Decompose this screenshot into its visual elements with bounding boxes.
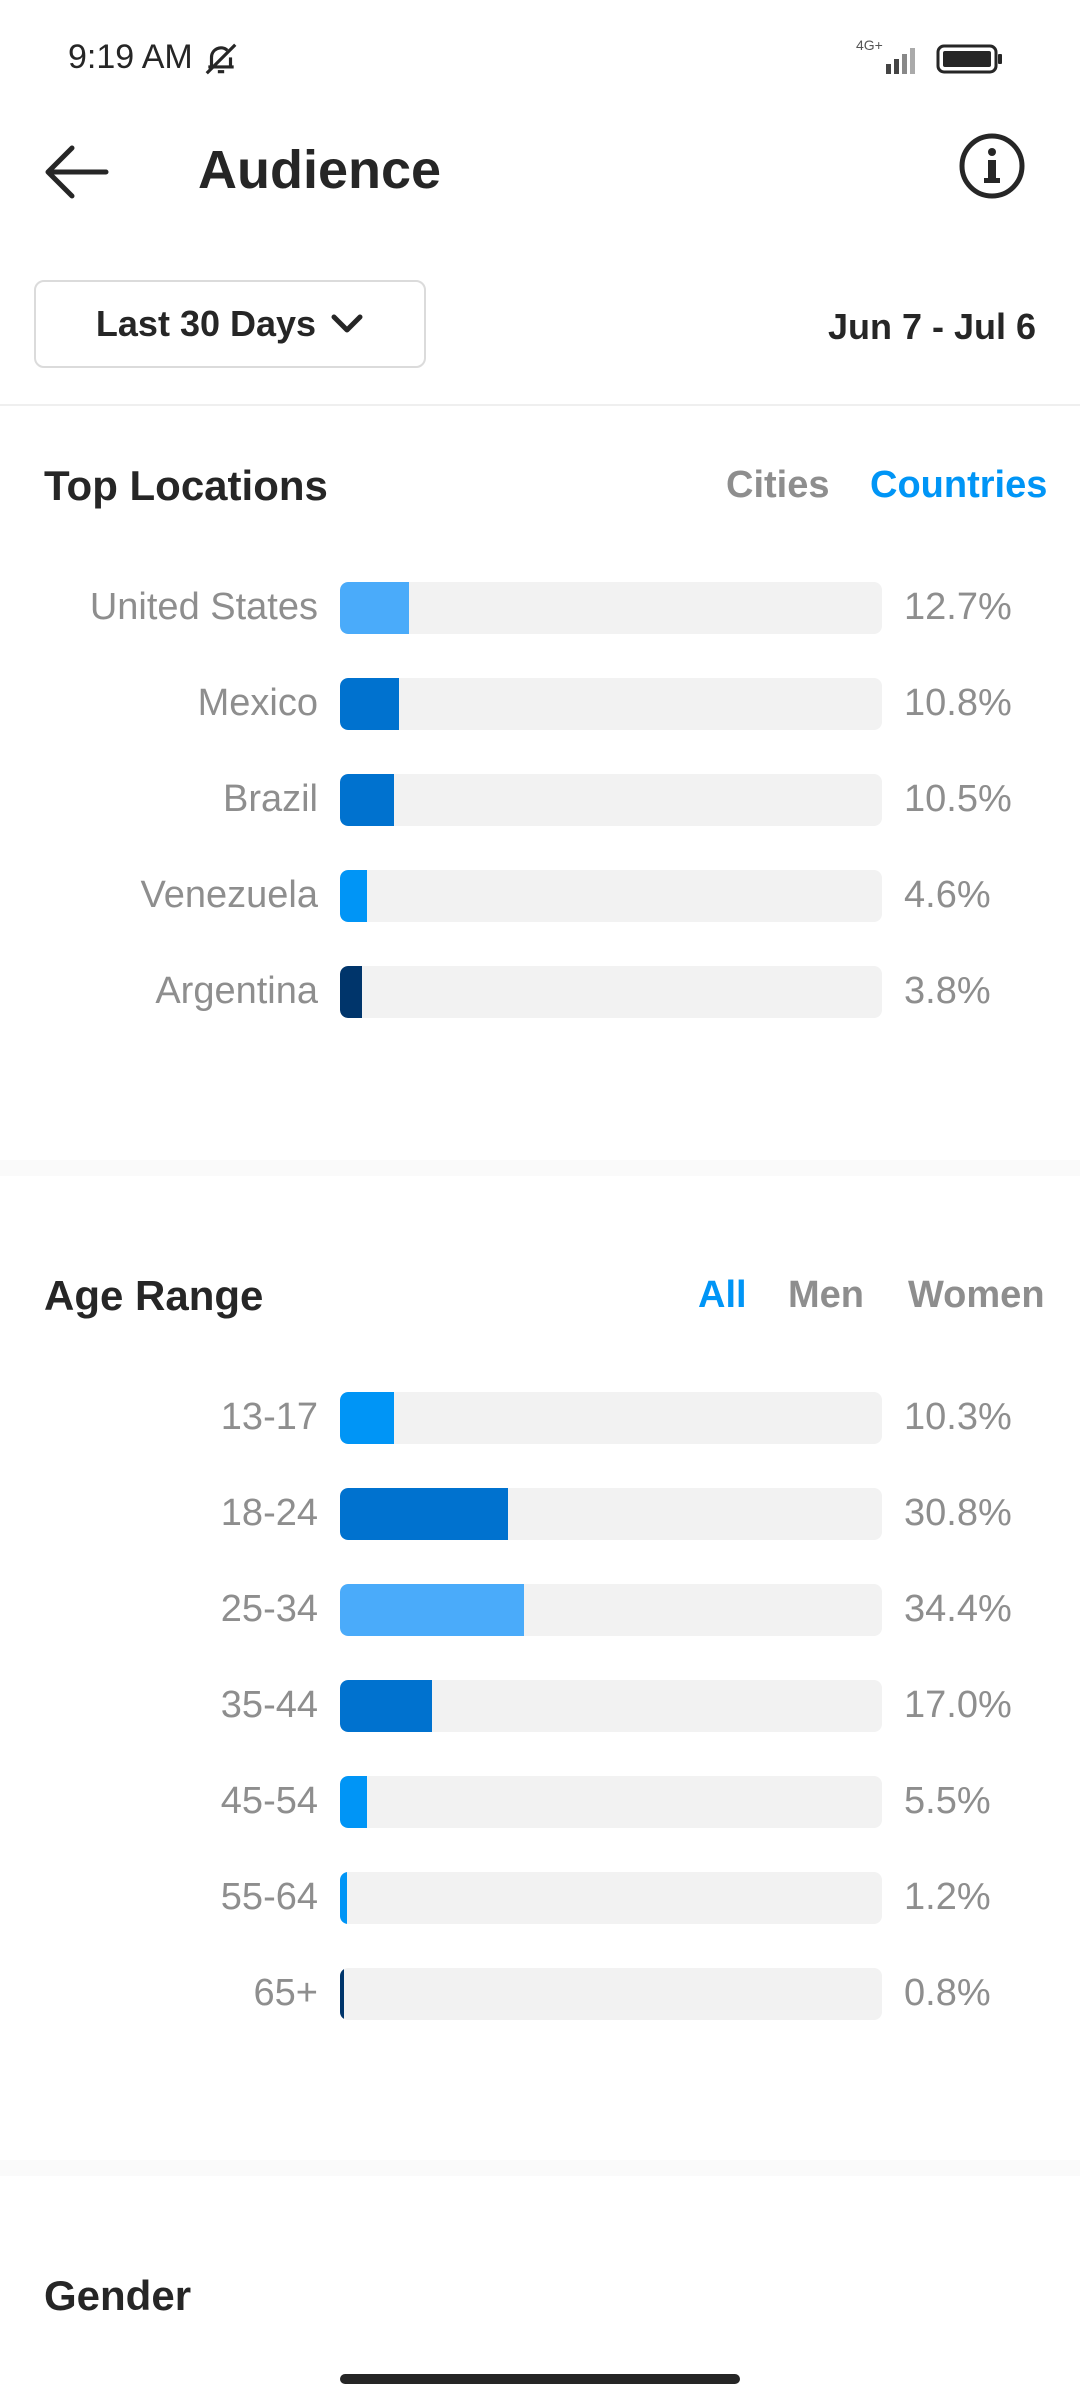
age-bar-track <box>340 1584 882 1636</box>
location-value: 10.5% <box>904 778 1012 820</box>
age-row: 35-44 17.0% <box>0 1678 1080 1734</box>
age-bar <box>340 1968 344 2020</box>
location-value: 12.7% <box>904 586 1012 628</box>
location-row: Argentina 3.8% <box>0 964 1080 1020</box>
home-indicator[interactable] <box>340 2374 740 2384</box>
battery-icon <box>936 44 1002 74</box>
page-title: Audience <box>198 140 442 200</box>
location-bar <box>340 582 409 634</box>
location-row: United States 12.7% <box>0 580 1080 636</box>
age-label: 18-24 <box>220 1492 318 1534</box>
age-row: 13-17 10.3% <box>0 1390 1080 1446</box>
location-bar-track <box>340 582 882 634</box>
back-button[interactable] <box>36 136 116 208</box>
signal-icon <box>886 48 915 74</box>
location-label: Argentina <box>155 970 318 1012</box>
age-range-title: Age Range <box>44 1272 264 1319</box>
age-bar <box>340 1392 394 1444</box>
date-range-dropdown[interactable]: Last 30 Days <box>34 280 426 368</box>
age-bar <box>340 1488 508 1540</box>
tab-countries[interactable]: Countries <box>870 464 1048 506</box>
info-button[interactable] <box>956 130 1028 202</box>
age-bar-track <box>340 1392 882 1444</box>
top-locations-title: Top Locations <box>44 462 328 509</box>
chevron-down-icon <box>331 314 363 333</box>
age-bar-track <box>340 1680 882 1732</box>
age-label: 13-17 <box>220 1396 318 1438</box>
location-bar <box>340 774 394 826</box>
location-label: Mexico <box>197 682 318 724</box>
age-row: 65+ 0.8% <box>0 1966 1080 2022</box>
age-row: 45-54 5.5% <box>0 1774 1080 1830</box>
age-bar <box>340 1872 347 1924</box>
tab-all[interactable]: All <box>698 1274 747 1316</box>
location-value: 10.8% <box>904 682 1012 724</box>
age-bar-track <box>340 1968 882 2020</box>
divider <box>0 404 1080 406</box>
location-value: 3.8% <box>904 970 991 1012</box>
age-row: 25-34 34.4% <box>0 1582 1080 1638</box>
location-bar-track <box>340 678 882 730</box>
location-bar <box>340 678 399 730</box>
age-label: 45-54 <box>220 1780 318 1822</box>
age-value: 10.3% <box>904 1396 1012 1438</box>
location-label: Venezuela <box>140 874 319 916</box>
location-row: Mexico 10.8% <box>0 676 1080 732</box>
location-label: United States <box>89 586 318 628</box>
age-row: 55-64 1.2% <box>0 1870 1080 1926</box>
age-bar-track <box>340 1488 882 1540</box>
location-bar-track <box>340 870 882 922</box>
date-range-label: Last 30 Days <box>95 303 317 344</box>
age-bar <box>340 1776 367 1828</box>
age-label: 55-64 <box>220 1876 318 1918</box>
location-row: Brazil 10.5% <box>0 772 1080 828</box>
status-bar: 9:19 AM 4G+ <box>0 0 1080 118</box>
location-bar <box>340 870 367 922</box>
age-value: 34.4% <box>904 1588 1012 1630</box>
date-range-text: Jun 7 - Jul 6 <box>827 306 1036 347</box>
location-bar-track <box>340 966 882 1018</box>
tab-cities[interactable]: Cities <box>726 464 830 506</box>
status-time: 9:19 AM <box>68 38 193 76</box>
age-bar-track <box>340 1776 882 1828</box>
section-separator <box>0 1160 1080 1176</box>
age-label: 35-44 <box>220 1684 318 1726</box>
location-row: Venezuela 4.6% <box>0 868 1080 924</box>
age-label: 25-34 <box>220 1588 318 1630</box>
age-label: 65+ <box>253 1972 318 2014</box>
age-value: 30.8% <box>904 1492 1012 1534</box>
age-value: 5.5% <box>904 1780 991 1822</box>
age-bar <box>340 1680 432 1732</box>
age-row: 18-24 30.8% <box>0 1486 1080 1542</box>
tab-men[interactable]: Men <box>788 1274 864 1316</box>
tab-women[interactable]: Women <box>908 1274 1045 1316</box>
gender-title: Gender <box>44 2272 192 2319</box>
age-bar <box>340 1584 524 1636</box>
network-label: 4G+ <box>856 37 883 53</box>
age-value: 0.8% <box>904 1972 991 2014</box>
age-value: 17.0% <box>904 1684 1012 1726</box>
location-label: Brazil <box>222 778 318 820</box>
arrow-left-icon <box>45 145 109 199</box>
age-bar-track <box>340 1872 882 1924</box>
age-value: 1.2% <box>904 1876 991 1918</box>
bell-off-icon <box>205 43 237 75</box>
location-bar <box>340 966 362 1018</box>
location-bar-track <box>340 774 882 826</box>
location-value: 4.6% <box>904 874 991 916</box>
info-icon <box>959 133 1025 199</box>
section-separator <box>0 2160 1080 2176</box>
